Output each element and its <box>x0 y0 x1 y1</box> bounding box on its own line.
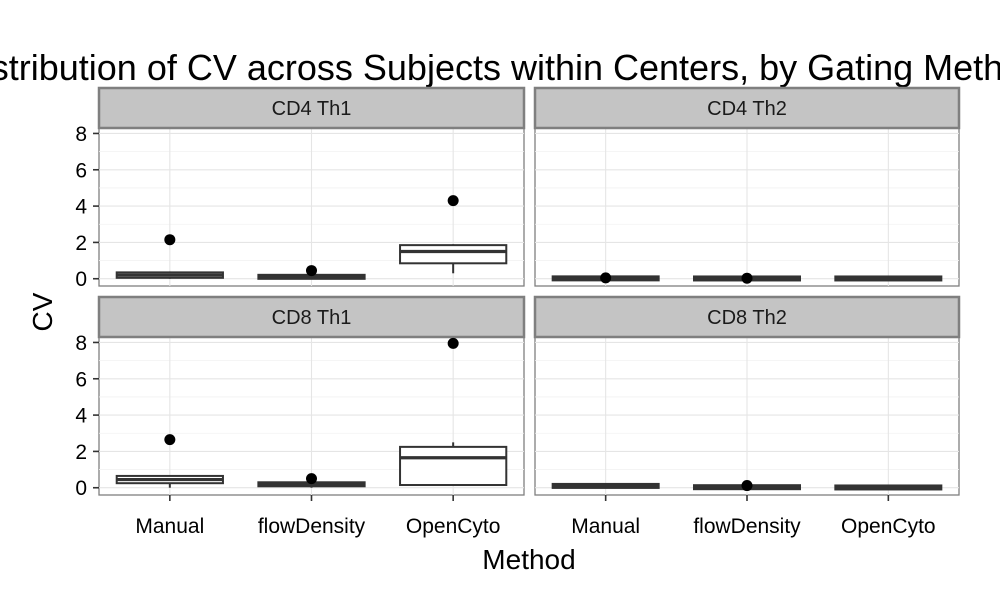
box-cd8-th2-flowdensity <box>693 480 801 492</box>
box-body <box>399 445 508 487</box>
x-axis-title: Method <box>482 544 575 575</box>
outlier-point <box>600 272 612 284</box>
box-cd8-th1-flowdensity <box>257 473 366 488</box>
y-tick-label: 4 <box>75 196 87 219</box>
chart-title: Distribution of CV across Subjects withi… <box>0 47 1000 88</box>
outlier-point <box>164 434 176 446</box>
box-cd4-th1-manual <box>115 234 224 279</box>
x-tick-label-flowdensity: flowDensity <box>693 515 801 538</box>
y-tick-label: 8 <box>75 332 87 355</box>
y-tick-label: 6 <box>75 159 87 182</box>
outlier-point <box>306 265 317 277</box>
y-axis-title: CV <box>27 292 58 331</box>
panel-cd8-th1: CD8 Th1 0 2 4 6 8 Manual flowDensity OpenCyto <box>75 295 526 538</box>
box-cd4-th2-flowdensity <box>693 272 801 284</box>
facet-strip-label: CD8 Th2 <box>707 307 787 329</box>
outlier-point <box>741 480 753 492</box>
y-tick-label: 0 <box>75 268 87 291</box>
facet-strip <box>533 295 961 339</box>
facet-strip <box>533 86 961 130</box>
box-cd4-th1-opencyto <box>399 195 508 274</box>
box-cd4-th1-flowdensity <box>257 265 366 280</box>
box-cd4-th2-manual <box>551 272 660 284</box>
panel-cd4-th2: CD4 Th2 <box>533 86 961 287</box>
x-tick-label-manual: Manual <box>135 515 204 538</box>
outlier-point <box>447 195 459 207</box>
box-cd8-th1-opencyto <box>399 337 508 487</box>
y-tick-label: 0 <box>75 477 87 500</box>
facet-strip-label: CD4 Th1 <box>272 98 352 120</box>
panel-cd8-th2: CD8 Th2 Manual flowDensity OpenCyto <box>533 295 961 538</box>
box-cd8-th2-manual <box>551 482 660 489</box>
x-tick-label-opencyto: OpenCyto <box>841 515 936 538</box>
y-tick-label: 2 <box>75 441 87 464</box>
box-body <box>399 244 508 265</box>
outlier-point <box>306 473 317 485</box>
y-tick-label: 2 <box>75 232 87 255</box>
y-tick-label: 6 <box>75 368 87 391</box>
outlier-point <box>741 272 753 284</box>
x-tick-label-manual: Manual <box>571 515 640 538</box>
facet-panels: CD4 Th1 0 2 4 6 8 CD4 Th2 CD8 Th1 0 2 4 6 8 Manual flo… <box>75 86 961 538</box>
y-tick-label: 8 <box>75 123 87 146</box>
x-tick-label-flowdensity: flowDensity <box>258 515 366 538</box>
outlier-point <box>447 337 459 349</box>
panel-cd4-th1: CD4 Th1 0 2 4 6 8 <box>75 86 526 291</box>
y-tick-label: 4 <box>75 405 87 428</box>
facet-strip <box>97 86 526 130</box>
facet-strip-label: CD8 Th1 <box>272 307 352 329</box>
box-cd4-th2-opencyto <box>834 275 943 282</box>
facet-strip <box>97 295 526 339</box>
facet-strip-label: CD4 Th2 <box>707 98 787 120</box>
box-cd8-th2-opencyto <box>834 484 943 491</box>
box-cd8-th1-manual <box>115 434 224 488</box>
outlier-point <box>164 234 176 246</box>
x-tick-label-opencyto: OpenCyto <box>406 515 501 538</box>
